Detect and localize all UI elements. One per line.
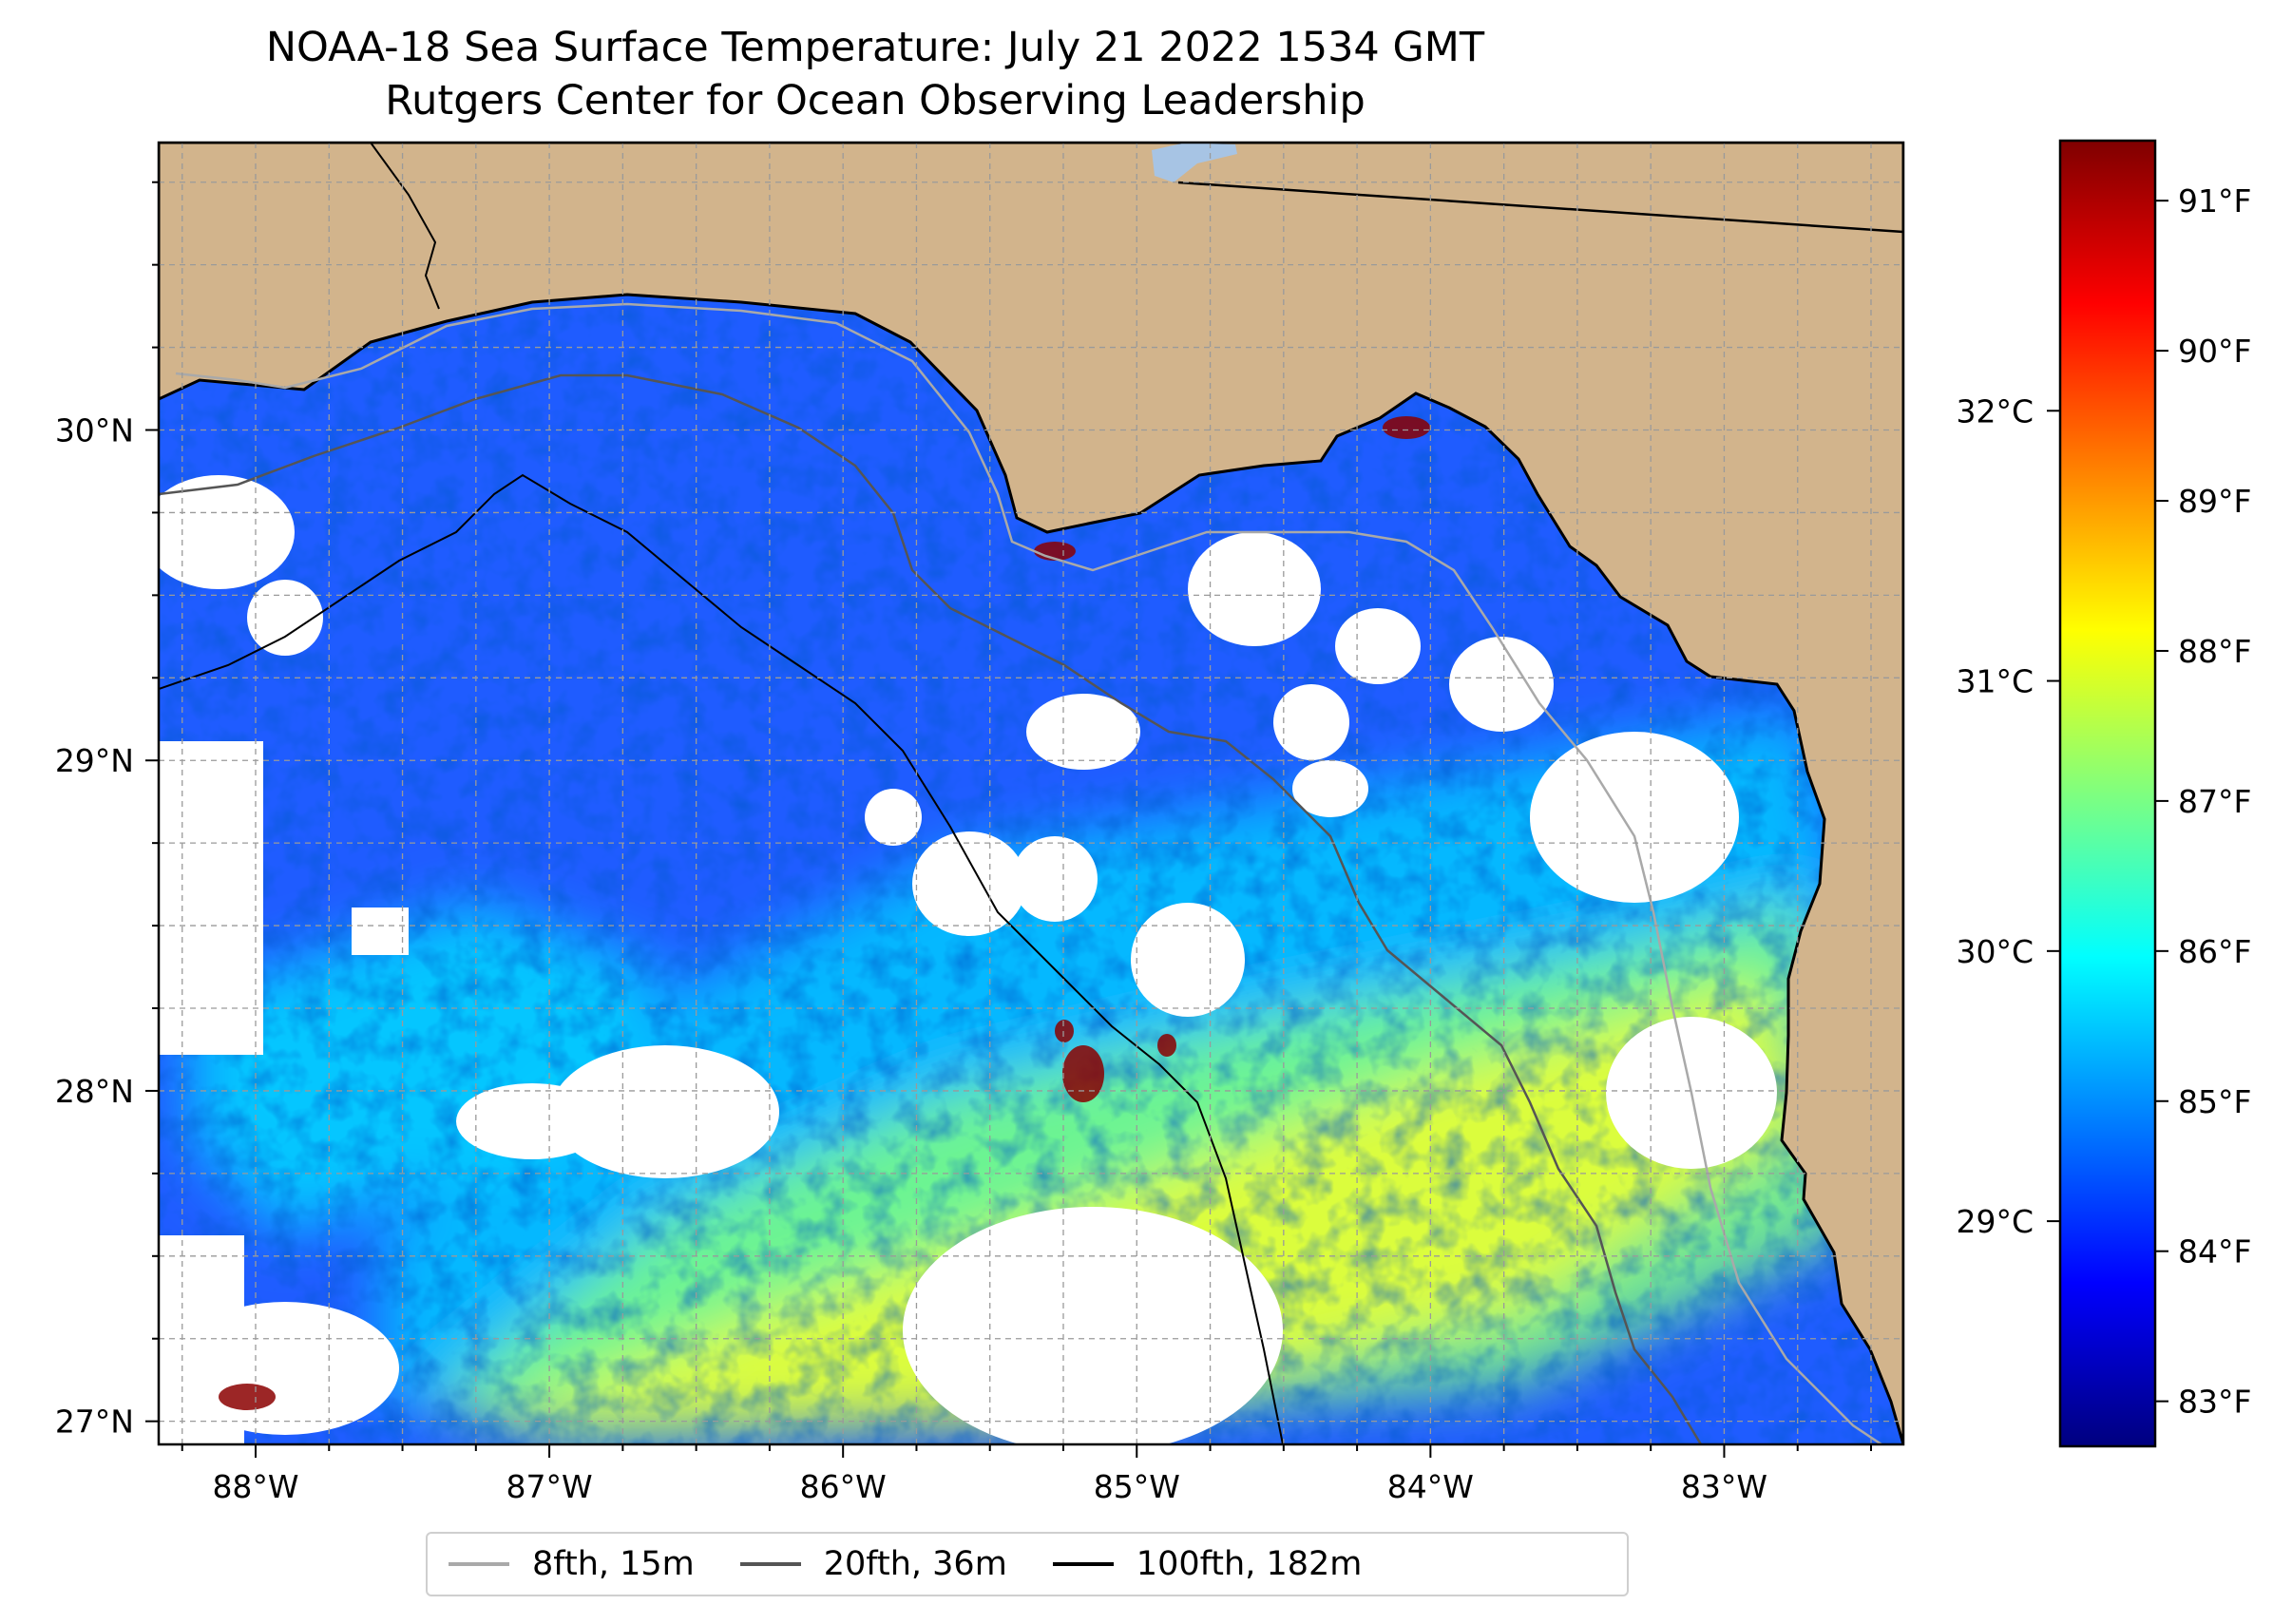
cloud-region-4 <box>1131 903 1245 1017</box>
lat-tick-label: 29°N <box>55 742 134 779</box>
warm-spot-8 <box>1383 416 1430 439</box>
celsius-tick-label: 30°C <box>1956 933 2034 970</box>
state-border <box>1177 181 1903 234</box>
legend-swatch-20fth <box>739 1562 801 1566</box>
fahrenheit-tick-label: 84°F <box>2178 1233 2251 1271</box>
cloud-region-11 <box>1335 608 1421 684</box>
legend-item-20fth: 20fth, 36m <box>739 1545 1007 1583</box>
fahrenheit-tick-label: 86°F <box>2178 933 2251 970</box>
colorbar <box>2058 139 2157 1448</box>
cloud-region-7 <box>1188 532 1321 646</box>
lat-tick-label: 27°N <box>55 1404 134 1441</box>
cloud-region-8 <box>1449 637 1554 732</box>
warm-spot-0 <box>1062 1045 1104 1102</box>
warm-spot-2 <box>1157 1034 1176 1057</box>
lon-tick-label: 85°W <box>1094 1468 1180 1505</box>
river-inlet <box>370 143 440 310</box>
isobath-8fth <box>175 302 1882 1444</box>
lon-tick-label: 88°W <box>212 1468 298 1505</box>
celsius-tick-label: 29°C <box>1956 1203 2034 1240</box>
lat-tick-label: 28°N <box>55 1073 134 1110</box>
map-frame <box>157 141 1905 1446</box>
cloud-block-2 <box>159 988 197 1017</box>
legend-label-20fth: 20fth, 36m <box>823 1545 1007 1583</box>
fahrenheit-tick-label: 91°F <box>2178 182 2251 220</box>
warm-spot-6 <box>219 1384 276 1410</box>
legend-label-100fth: 100fth, 182m <box>1136 1545 1363 1583</box>
fahrenheit-tick-label: 87°F <box>2178 783 2251 820</box>
graticule-grid <box>159 143 1903 1444</box>
title-line-1: NOAA-18 Sea Surface Temperature: July 21… <box>265 24 1485 71</box>
longitude-axis: 88°W 87°W 86°W 85°W 84°W 83°W <box>181 1444 1872 1505</box>
cloud-region-14 <box>247 580 323 656</box>
fahrenheit-tick-label: 90°F <box>2178 333 2251 370</box>
latitude-axis: 27°N 28°N 29°N 30°N <box>55 181 159 1441</box>
lat-tick-label: 30°N <box>55 412 134 449</box>
lon-tick-label: 86°W <box>800 1468 887 1505</box>
cloud-region-6 <box>1012 836 1098 922</box>
legend-swatch-8fth <box>449 1562 509 1566</box>
lon-tick-label: 83°W <box>1681 1468 1767 1505</box>
cloud-region-12 <box>1292 760 1368 817</box>
celsius-tick-label: 31°C <box>1956 663 2034 700</box>
cloud-region-16 <box>1026 694 1140 770</box>
cloud-region-9 <box>1530 732 1739 903</box>
celsius-tick-label: 32°C <box>1956 392 2034 430</box>
colorbar-celsius-axis: 29°C 30°C 31°C 32°C <box>1956 392 2060 1240</box>
fahrenheit-tick-label: 88°F <box>2178 633 2251 670</box>
cloud-region-2 <box>456 1083 608 1159</box>
legend-item-8fth: 8fth, 15m <box>449 1545 695 1583</box>
isobath-legend: 8fth, 15m 20fth, 36m 100fth, 182m <box>426 1532 1629 1596</box>
cloud-region-17 <box>865 789 922 846</box>
map-area <box>159 143 1903 1444</box>
land <box>159 143 1903 1444</box>
legend-label-8fth: 8fth, 15m <box>532 1545 695 1583</box>
cloud-no-data-regions <box>159 475 1777 1444</box>
lake <box>1152 143 1237 182</box>
cloud-block-3 <box>352 908 409 955</box>
isobath-20fth <box>159 373 1703 1444</box>
cloud-region-1 <box>551 1045 779 1178</box>
cloud-block-1 <box>159 1235 244 1444</box>
cloud-region-13 <box>159 475 295 589</box>
cloud-region-10 <box>1273 684 1349 760</box>
fahrenheit-tick-label: 85°F <box>2178 1083 2251 1120</box>
title-line-2: Rutgers Center for Ocean Observing Leade… <box>385 77 1366 124</box>
cloud-region-5 <box>912 831 1026 936</box>
legend-swatch-100fth <box>1052 1562 1114 1566</box>
cloud-region-0 <box>903 1207 1283 1444</box>
lon-tick-label: 84°W <box>1387 1468 1474 1505</box>
legend-item-100fth: 100fth, 182m <box>1052 1545 1363 1583</box>
isobath-100fth <box>159 473 1284 1444</box>
warm-spot-1 <box>1055 1020 1074 1042</box>
fahrenheit-tick-label: 83°F <box>2178 1384 2251 1421</box>
colorbar-fahrenheit-axis: 83°F 84°F 85°F 86°F 87°F 88°F 89°F 90°F 91°F <box>2155 182 2251 1421</box>
lon-tick-label: 87°W <box>506 1468 593 1505</box>
fahrenheit-tick-label: 89°F <box>2178 483 2251 520</box>
